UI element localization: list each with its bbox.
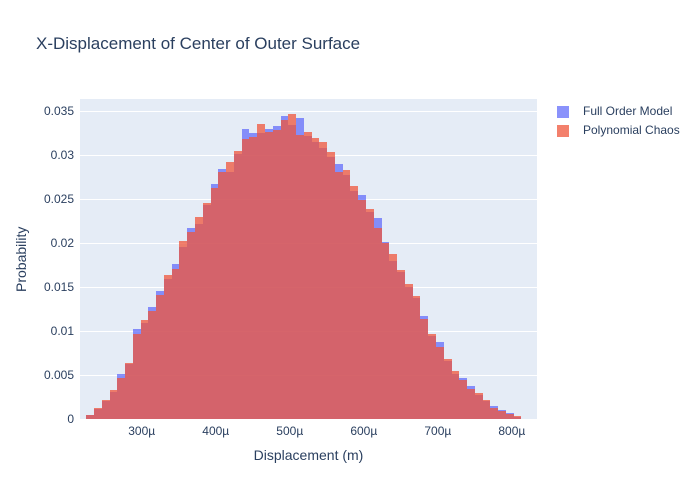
histogram-bar-polynomial-chaos[interactable] [117, 377, 126, 419]
histogram-bar-polynomial-chaos[interactable] [163, 274, 172, 419]
histogram-bar-polynomial-chaos[interactable] [389, 253, 398, 419]
y-tick-label: 0.02 [50, 235, 74, 250]
legend-label-polynomial-chaos: Polynomial Chaos [583, 123, 680, 137]
histogram-bar-polynomial-chaos[interactable] [373, 228, 382, 419]
histogram-bar-polynomial-chaos[interactable] [350, 185, 359, 419]
histogram-bar-polynomial-chaos[interactable] [171, 268, 180, 419]
y-tick-label: 0 [67, 412, 74, 426]
x-tick-label: 800µ [498, 424, 526, 438]
histogram-bar-polynomial-chaos[interactable] [319, 141, 328, 419]
histogram-bar-polynomial-chaos[interactable] [451, 370, 460, 419]
histogram-bar-polynomial-chaos[interactable] [482, 399, 491, 419]
histogram-bar-polynomial-chaos[interactable] [498, 411, 506, 419]
x-tick-label: 500µ [276, 424, 304, 438]
histogram-bar-polynomial-chaos[interactable] [101, 399, 110, 419]
histogram-bar-polynomial-chaos[interactable] [327, 152, 335, 419]
gridline [80, 110, 537, 112]
histogram-bar-polynomial-chaos[interactable] [490, 407, 499, 419]
histogram-bar-polynomial-chaos[interactable] [334, 171, 343, 419]
histogram-bar-polynomial-chaos[interactable] [381, 242, 390, 419]
y-tick-label: 0.005 [43, 367, 74, 382]
histogram-bar-polynomial-chaos[interactable] [420, 318, 429, 419]
legend-label-full-order-model: Full Order Model [583, 104, 673, 118]
x-tick-label: 700µ [424, 424, 452, 438]
x-axis-title: Displacement (m) [253, 447, 364, 463]
histogram-bar-polynomial-chaos[interactable] [366, 208, 374, 419]
histogram-bar-polynomial-chaos[interactable] [474, 392, 483, 419]
histogram-bar-polynomial-chaos[interactable] [288, 113, 297, 419]
histogram-bar-polynomial-chaos[interactable] [257, 124, 265, 419]
histogram-bar-polynomial-chaos[interactable] [272, 130, 281, 419]
histogram-bar-polynomial-chaos[interactable] [505, 413, 514, 419]
y-tick-label: 0.01 [50, 323, 74, 338]
histogram-bar-polynomial-chaos[interactable] [467, 389, 475, 419]
histogram-bar-polynomial-chaos[interactable] [404, 284, 413, 419]
histogram-bar-polynomial-chaos[interactable] [125, 362, 133, 419]
histogram-bar-polynomial-chaos[interactable] [210, 187, 219, 419]
legend-item-polynomial-chaos[interactable]: Polynomial Chaos [557, 124, 680, 137]
histogram-bar-polynomial-chaos[interactable] [358, 199, 366, 419]
y-tick-label: 0.035 [43, 103, 74, 118]
histogram-bar-polynomial-chaos[interactable] [264, 132, 273, 419]
x-tick-label: 400µ [202, 424, 230, 438]
histogram-bar-polynomial-chaos[interactable] [202, 202, 211, 419]
histogram-bar-polynomial-chaos[interactable] [296, 134, 304, 419]
histogram-bar-polynomial-chaos[interactable] [233, 151, 242, 419]
histogram-bar-polynomial-chaos[interactable] [303, 132, 312, 419]
y-tick-label: 0.03 [50, 147, 74, 162]
histogram-bar-polynomial-chaos[interactable] [218, 171, 227, 419]
histogram-bar-polynomial-chaos[interactable] [342, 169, 351, 419]
histogram-bar-polynomial-chaos[interactable] [443, 359, 452, 419]
histogram-bar-polynomial-chaos[interactable] [280, 119, 289, 419]
histogram-bar-polynomial-chaos[interactable] [93, 408, 102, 419]
chart-title: X-Displacement of Center of Outer Surfac… [36, 34, 361, 53]
histogram-bar-polynomial-chaos[interactable] [179, 241, 188, 419]
legend-swatch-full-order-model-icon [557, 105, 569, 118]
plot-area[interactable] [80, 99, 537, 419]
x-tick-label: 300µ [128, 424, 156, 438]
histogram-bar-polynomial-chaos[interactable] [249, 136, 258, 419]
legend: Full Order Model Polynomial Chaos [557, 105, 680, 143]
histogram-bar-polynomial-chaos[interactable] [148, 310, 157, 419]
histogram-bar-polynomial-chaos[interactable] [428, 333, 436, 419]
histogram-bar-polynomial-chaos[interactable] [195, 217, 203, 419]
histogram-bar-polynomial-chaos[interactable] [140, 320, 149, 419]
x-tick-label: 600µ [350, 424, 378, 438]
histogram-bar-polynomial-chaos[interactable] [132, 333, 141, 419]
y-tick-label: 0.025 [43, 191, 74, 206]
histogram-bar-polynomial-chaos[interactable] [459, 380, 468, 419]
histogram-bar-polynomial-chaos[interactable] [397, 270, 405, 419]
histogram-bar-polynomial-chaos[interactable] [412, 295, 421, 419]
histogram-bar-polynomial-chaos[interactable] [86, 415, 94, 419]
histogram-bar-polynomial-chaos[interactable] [156, 294, 164, 419]
histogram-bar-polynomial-chaos[interactable] [187, 231, 196, 419]
histogram-bar-polynomial-chaos[interactable] [513, 416, 522, 419]
legend-item-full-order-model[interactable]: Full Order Model [557, 105, 680, 118]
histogram-bar-polynomial-chaos[interactable] [435, 346, 444, 419]
y-tick-label: 0.015 [43, 279, 74, 294]
legend-swatch-polynomial-chaos-icon [557, 124, 569, 137]
histogram-bar-polynomial-chaos[interactable] [109, 389, 118, 419]
histogram-bar-polynomial-chaos[interactable] [226, 162, 234, 419]
histogram-bar-polynomial-chaos[interactable] [241, 139, 250, 419]
histogram-bar-polynomial-chaos[interactable] [311, 138, 320, 419]
